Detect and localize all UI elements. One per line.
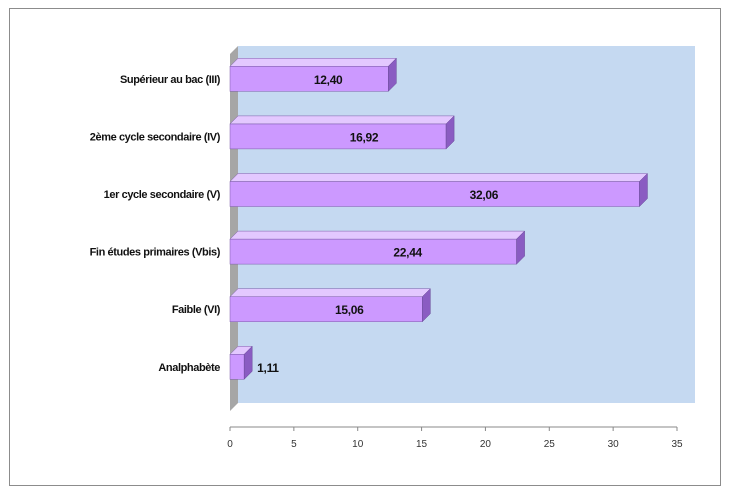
bar [229,66,389,92]
bar-side [639,172,648,208]
category-label: Supérieur au bac (III) [120,74,221,86]
x-tick-label: 5 [291,439,297,450]
bar-side [243,345,253,380]
bar-side [388,57,397,92]
value-label: 1,11 [257,361,279,375]
category-label: Analphabète [158,362,220,374]
x-tick-label: 20 [480,439,492,450]
bar [229,123,447,150]
category-label: Faible (VI) [172,304,221,316]
bar-side [422,288,431,323]
bar [229,181,640,207]
labels: 0 5 10 15 20 25 30 35 Supérieur au bac (III) 12,4… [90,73,683,450]
bars [229,57,649,380]
bar-top [229,288,431,297]
x-tick-label: 25 [544,439,556,450]
bar [229,354,245,380]
bar-side [516,230,525,265]
bar [229,238,517,265]
value-label: 32,06 [470,188,499,202]
x-tick-label: 10 [352,439,364,450]
x-tick-label: 0 [227,439,233,450]
chart-frame: 0 5 10 15 20 25 30 35 Supérieur au bac (III) 12,4… [9,8,721,486]
plot-back-wall [238,46,695,403]
category-label: 1er cycle secondaire (V) [104,189,221,201]
category-label: Fin études primaires (Vbis) [90,247,221,259]
x-tick-label: 15 [416,439,428,450]
bar-side [445,115,455,150]
bar-chart: 0 5 10 15 20 25 30 35 Supérieur au bac (III) 12,4… [90,46,695,450]
value-label: 15,06 [335,303,364,317]
x-tick-label: 35 [671,439,683,450]
bar [229,296,423,322]
bar-top [229,230,526,240]
category-label: 2ème cycle secondaire (IV) [90,131,221,143]
value-label: 12,40 [314,73,343,87]
bar-top [229,173,649,182]
bar-top [229,58,397,67]
value-label: 16,92 [350,130,379,144]
bar-top [229,115,455,125]
value-label: 22,44 [393,246,422,260]
x-tick-label: 30 [608,439,620,450]
